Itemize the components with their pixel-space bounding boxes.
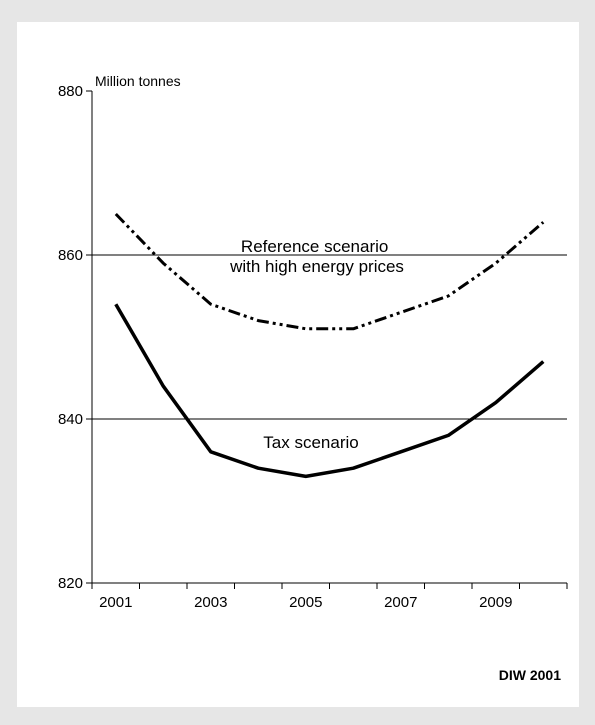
axes: 820 840 860 880 2001 2003 2005 2007 2009: [58, 83, 568, 611]
x-tick-label-2005: 2005: [289, 594, 322, 611]
series-label-reference-line-1: Reference scenario: [241, 237, 388, 256]
x-tick-label-2001: 2001: [99, 594, 132, 611]
y-tick-label-840: 840: [58, 411, 83, 428]
x-tick-label-2009: 2009: [479, 594, 512, 611]
x-tick-label-2003: 2003: [194, 594, 227, 611]
source-credit: DIW 2001: [498, 667, 561, 683]
series-label-reference-line-2: with high energy prices: [229, 257, 404, 276]
series-label-reference: Reference scenario with high energy pric…: [229, 237, 404, 276]
y-tick-label-860: 860: [58, 247, 83, 264]
series-label-tax: Tax scenario: [263, 433, 358, 452]
x-tick-label-2007: 2007: [384, 594, 417, 611]
chart-card: 820 840 860 880 2001 2003 2005 2007 2009 Million…: [17, 22, 579, 707]
line-chart: 820 840 860 880 2001 2003 2005 2007 2009 Million…: [58, 73, 568, 611]
y-tick-label-820: 820: [58, 575, 83, 592]
series-lines: [114, 212, 545, 479]
series-line-reference: [114, 212, 545, 331]
series-line-tax: [114, 303, 545, 479]
y-axis-unit-label: Million tonnes: [95, 73, 181, 89]
gridlines: [92, 254, 567, 420]
y-tick-label-880: 880: [58, 83, 83, 100]
